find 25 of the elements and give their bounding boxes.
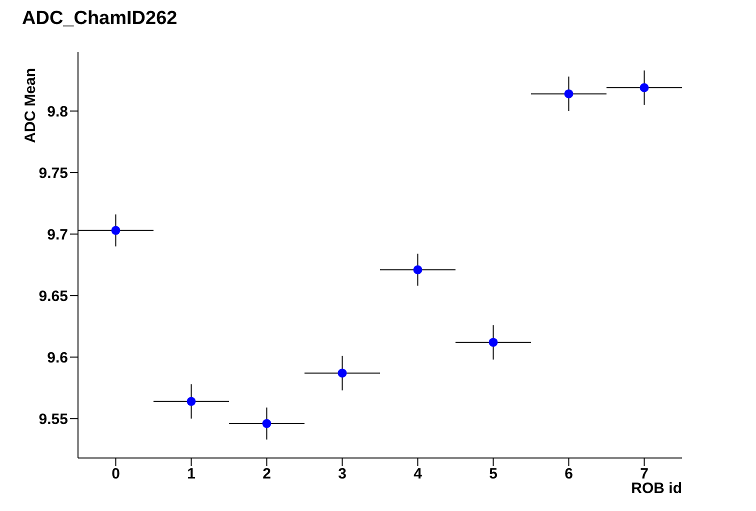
point	[111, 226, 120, 235]
x-tick-label: 4	[414, 466, 423, 483]
y-tick-label: 9.55	[38, 410, 68, 428]
point	[564, 89, 574, 98]
point	[186, 396, 196, 406]
point	[262, 419, 272, 428]
x-tick-label: 1	[187, 466, 196, 483]
x-tick-label: 0	[112, 466, 120, 483]
point	[488, 338, 498, 347]
y-tick-label: 9.8	[47, 103, 68, 120]
point	[640, 83, 649, 92]
y-tick-label: 9.7	[47, 226, 68, 244]
y-tick-label: 9.6	[47, 349, 68, 366]
y-tick-label: 9.75	[38, 164, 68, 182]
x-tick-label: 2	[262, 466, 271, 483]
x-tick-label: 3	[338, 466, 346, 483]
chart-title: ADC_ChamID262	[22, 8, 178, 30]
y-axis-title: ADC Mean	[22, 68, 39, 143]
point	[338, 368, 347, 378]
x-axis-title: ROB id	[631, 480, 682, 497]
x-tick-label: 7	[640, 466, 648, 483]
x-tick-label: 5	[489, 466, 498, 483]
x-tick-label: 6	[564, 466, 573, 483]
y-tick-label: 9.65	[38, 288, 68, 305]
point	[413, 265, 422, 274]
